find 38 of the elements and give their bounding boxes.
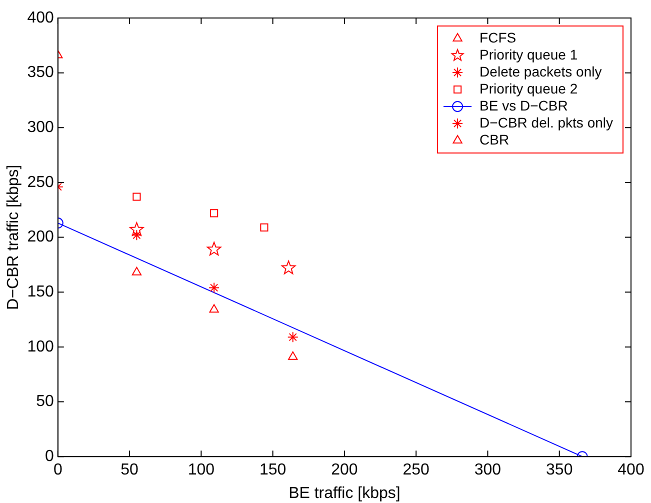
point [281,260,296,274]
point [210,209,218,218]
y-tick-label: 400 [27,9,54,26]
x-tick-label: 100 [188,462,215,479]
y-tick-label: 0 [44,448,54,466]
x-tick-label: 50 [120,462,139,479]
legend-label: Priority queue 1 [480,46,578,62]
legend-label: FCFS [480,29,516,46]
y-tick-label: 350 [27,64,54,82]
point [130,222,144,236]
point [287,332,298,343]
point [132,266,142,276]
x-tick-label: 350 [546,462,573,479]
y-tick-label: 50 [36,393,54,410]
x-tick-label: 300 [474,462,502,479]
y-tick-label: 200 [27,228,54,246]
y-axis-title: D−CBR traffic [kbps] [5,164,22,310]
point [131,230,142,241]
point [208,282,220,294]
x-tick-label: 200 [331,462,358,479]
legend-label: Priority queue 2 [480,80,578,96]
legend-label: D−CBR del. pkts only [480,114,614,130]
x-tick-label: 150 [259,462,286,479]
point [209,304,219,313]
y-tick-label: 150 [27,284,54,301]
point [132,192,141,201]
legend-label: Delete packets only [480,63,602,80]
legend-label: CBR [480,131,510,148]
point [260,223,268,232]
x-axis-title: BE traffic [kbps] [288,484,400,502]
x-tick-label: 250 [402,462,430,479]
y-tick-label: 250 [27,174,54,191]
x-tick-label: 400 [618,462,644,479]
point [288,351,298,360]
y-tick-label: 100 [27,338,54,356]
legend-label: BE vs D−CBR [480,97,568,114]
point [206,242,222,256]
y-tick-label: 300 [27,119,54,136]
